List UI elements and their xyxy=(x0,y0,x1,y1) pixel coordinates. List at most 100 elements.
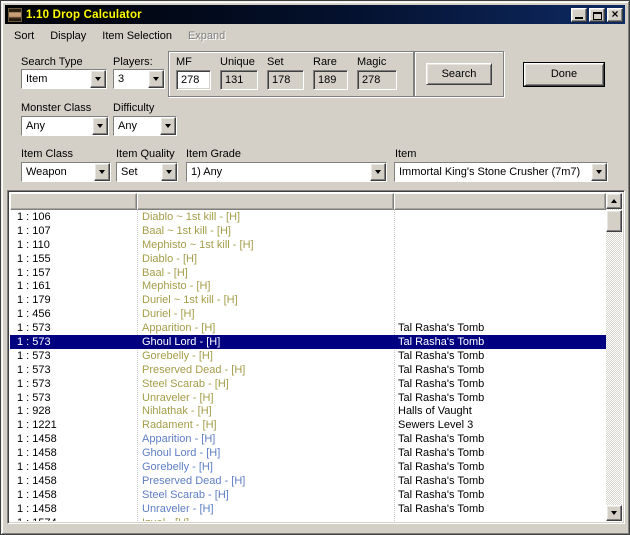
monster-name: Baal ~ 1st kill - [H] xyxy=(142,224,231,237)
table-row[interactable]: 1 : 161 Mephisto - [H] xyxy=(10,279,606,293)
table-row[interactable]: 1 : 1458 Ghoul Lord - [H] Tal Rasha's To… xyxy=(10,446,606,460)
monster-class-select[interactable]: Any xyxy=(21,116,109,136)
menu-item[interactable]: Sort xyxy=(14,29,35,42)
item-select[interactable]: Immortal King's Stone Crusher (7m7) xyxy=(394,162,608,182)
monster-name: Duriel - [H] xyxy=(142,308,195,321)
results-rows: 1 : 106 Diablo ~ 1st kill - [H] 1 : 107 … xyxy=(10,210,606,521)
chevron-down-icon[interactable] xyxy=(92,117,108,135)
table-row[interactable]: 1 : 1458 Preserved Dead - [H] Tal Rasha'… xyxy=(10,474,606,488)
stat-label: Magic xyxy=(357,56,387,68)
table-row[interactable]: 1 : 573 Ghoul Lord - [H] Tal Rasha's Tom… xyxy=(10,335,606,349)
column-divider xyxy=(394,210,395,521)
monster-location: Sewers Level 3 xyxy=(398,419,474,432)
scrollbar-thumb[interactable] xyxy=(606,210,622,232)
search-button[interactable]: Search xyxy=(426,63,492,85)
drop-ratio: 1 : 928 xyxy=(17,405,51,418)
header-monster-column[interactable] xyxy=(137,193,394,210)
done-button[interactable]: Done xyxy=(523,62,605,87)
monster-location: Tal Rasha's Tomb xyxy=(398,391,485,404)
table-row[interactable]: 1 : 928 Nihlathak - [H] Halls of Vaught xyxy=(10,404,606,418)
table-row[interactable]: 1 : 573 Unraveler - [H] Tal Rasha's Tomb xyxy=(10,391,606,405)
chevron-down-icon[interactable] xyxy=(148,70,164,88)
chevron-down-icon[interactable] xyxy=(161,163,177,181)
players-select[interactable]: 3 xyxy=(113,69,165,89)
stat-label: MF xyxy=(176,56,192,68)
table-row[interactable]: 1 : 1574 Izual - [H] xyxy=(10,516,606,521)
monster-location: Tal Rasha's Tomb xyxy=(398,488,485,501)
table-row[interactable]: 1 : 573 Gorebelly - [H] Tal Rasha's Tomb xyxy=(10,349,606,363)
menu-item[interactable]: Item Selection xyxy=(102,29,172,42)
table-row[interactable]: 1 : 155 Diablo - [H] xyxy=(10,252,606,266)
stats-groupbox: MF 278 Unique 131 Set 178 Rare 189 Magic… xyxy=(168,51,414,97)
difficulty-label: Difficulty xyxy=(113,102,155,114)
table-row[interactable]: 1 : 1458 Gorebelly - [H] Tal Rasha's Tom… xyxy=(10,460,606,474)
maximize-button[interactable] xyxy=(589,7,605,22)
vertical-scrollbar[interactable] xyxy=(606,193,622,521)
chevron-down-icon[interactable] xyxy=(370,163,386,181)
monster-location: Tal Rasha's Tomb xyxy=(398,377,485,390)
stat-label: Unique xyxy=(220,56,255,68)
table-row[interactable]: 1 : 573 Steel Scarab - [H] Tal Rasha's T… xyxy=(10,377,606,391)
chevron-down-icon[interactable] xyxy=(160,117,176,135)
stat-input: 278 xyxy=(357,70,397,90)
monster-location: Tal Rasha's Tomb xyxy=(398,322,485,335)
monster-name: Baal - [H] xyxy=(142,266,188,279)
drop-ratio: 1 : 179 xyxy=(17,294,51,307)
table-row[interactable]: 1 : 573 Apparition - [H] Tal Rasha's Tom… xyxy=(10,321,606,335)
drop-ratio: 1 : 157 xyxy=(17,266,51,279)
monster-name: Radament - [H] xyxy=(142,419,217,432)
search-type-select[interactable]: Item xyxy=(21,69,107,89)
table-row[interactable]: 1 : 106 Diablo ~ 1st kill - [H] xyxy=(10,210,606,224)
item-quality-select[interactable]: Set xyxy=(116,162,178,182)
players-label: Players: xyxy=(113,56,153,68)
chevron-down-icon[interactable] xyxy=(591,163,607,181)
scroll-down-button[interactable] xyxy=(606,505,622,521)
table-row[interactable]: 1 : 110 Mephisto ~ 1st kill - [H] xyxy=(10,238,606,252)
monster-name: Mephisto - [H] xyxy=(142,280,211,293)
window-title: 1.10 Drop Calculator xyxy=(26,8,142,21)
chevron-down-icon[interactable] xyxy=(90,70,106,88)
stat-field-group: Set 178 xyxy=(267,56,304,96)
close-button[interactable]: × xyxy=(607,7,623,22)
search-groupbox: Search xyxy=(414,51,504,97)
monster-name: Preserved Dead - [H] xyxy=(142,363,246,376)
drop-ratio: 1 : 161 xyxy=(17,280,51,293)
drop-ratio: 1 : 106 xyxy=(17,210,51,223)
stat-input[interactable]: 278 xyxy=(176,70,211,90)
drop-ratio: 1 : 573 xyxy=(17,335,51,348)
scroll-up-button[interactable] xyxy=(606,193,622,209)
chevron-up-icon xyxy=(611,199,617,203)
stat-field-group: Magic 278 xyxy=(357,56,397,96)
table-row[interactable]: 1 : 1458 Unraveler - [H] Tal Rasha's Tom… xyxy=(10,502,606,516)
table-row[interactable]: 1 : 1458 Apparition - [H] Tal Rasha's To… xyxy=(10,432,606,446)
difficulty-select[interactable]: Any xyxy=(113,116,177,136)
stat-input: 178 xyxy=(267,70,304,90)
chevron-down-icon[interactable] xyxy=(94,163,110,181)
table-row[interactable]: 1 : 157 Baal - [H] xyxy=(10,266,606,280)
monster-name: Gorebelly - [H] xyxy=(142,460,213,473)
monster-name: Unraveler - [H] xyxy=(142,391,214,404)
header-ratio-column[interactable] xyxy=(10,193,137,210)
stat-field-group: MF 278 xyxy=(176,56,211,96)
item-class-select[interactable]: Weapon xyxy=(21,162,111,182)
close-icon: × xyxy=(611,7,619,21)
table-row[interactable]: 1 : 1458 Steel Scarab - [H] Tal Rasha's … xyxy=(10,488,606,502)
table-row[interactable]: 1 : 179 Duriel ~ 1st kill - [H] xyxy=(10,293,606,307)
header-location-column[interactable] xyxy=(394,193,606,210)
monster-location: Tal Rasha's Tomb xyxy=(398,502,485,515)
stat-field-group: Unique 131 xyxy=(220,56,258,96)
drop-ratio: 1 : 573 xyxy=(17,377,51,390)
monster-name: Gorebelly - [H] xyxy=(142,349,213,362)
item-grade-select[interactable]: 1) Any xyxy=(186,162,387,182)
table-row[interactable]: 1 : 107 Baal ~ 1st kill - [H] xyxy=(10,224,606,238)
menu-item[interactable]: Display xyxy=(50,29,87,42)
drop-ratio: 1 : 573 xyxy=(17,349,51,362)
minimize-button[interactable] xyxy=(571,7,587,22)
stat-input: 131 xyxy=(220,70,258,90)
table-row[interactable]: 1 : 456 Duriel - [H] xyxy=(10,307,606,321)
title-bar[interactable]: 1.10 Drop Calculator × xyxy=(5,5,625,24)
table-row[interactable]: 1 : 1221 Radament - [H] Sewers Level 3 xyxy=(10,418,606,432)
maximize-icon xyxy=(592,11,602,20)
table-row[interactable]: 1 : 573 Preserved Dead - [H] Tal Rasha's… xyxy=(10,363,606,377)
drop-ratio: 1 : 1458 xyxy=(17,447,57,460)
